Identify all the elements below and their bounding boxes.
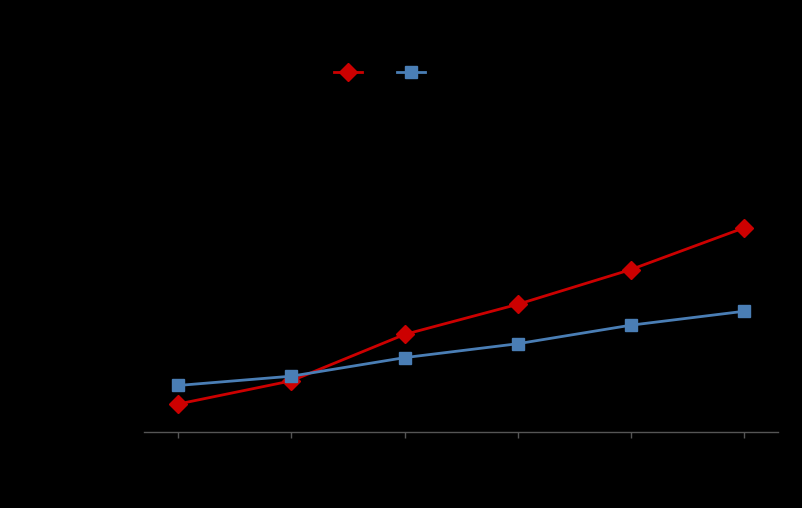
Legend: , : , xyxy=(329,60,430,86)
